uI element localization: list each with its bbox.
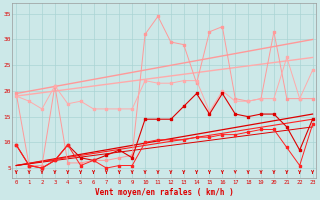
X-axis label: Vent moyen/en rafales ( km/h ): Vent moyen/en rafales ( km/h ) xyxy=(95,188,234,197)
